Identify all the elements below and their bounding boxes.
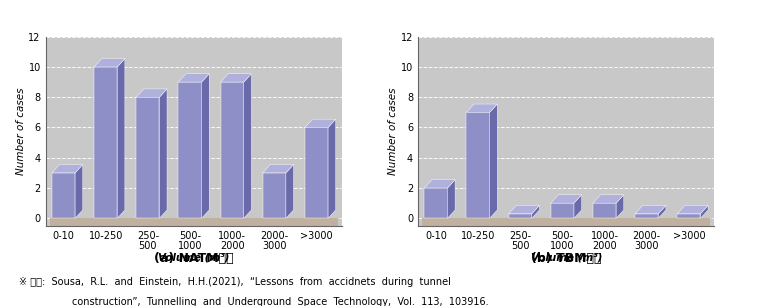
Y-axis label: Number of cases: Number of cases [388,88,398,175]
Polygon shape [220,74,252,82]
Polygon shape [593,195,624,203]
Polygon shape [508,205,540,214]
Polygon shape [532,205,540,218]
Polygon shape [551,203,574,218]
Polygon shape [508,214,532,218]
Polygon shape [424,188,448,218]
Polygon shape [593,203,616,218]
Polygon shape [244,74,252,218]
Polygon shape [220,82,244,218]
Polygon shape [677,214,701,218]
Polygon shape [136,97,160,218]
Polygon shape [658,205,666,218]
Polygon shape [286,165,293,218]
Polygon shape [701,205,708,218]
Polygon shape [305,128,328,218]
Y-axis label: Number of cases: Number of cases [16,88,26,175]
Polygon shape [117,59,125,218]
Polygon shape [75,165,83,218]
X-axis label: Volume (m³): Volume (m³) [158,253,230,263]
Polygon shape [448,180,455,218]
Polygon shape [201,74,209,218]
Polygon shape [574,195,581,218]
Polygon shape [50,218,337,226]
Polygon shape [328,119,336,218]
Polygon shape [551,195,581,203]
Polygon shape [52,165,83,173]
Polygon shape [467,104,497,112]
Polygon shape [467,112,489,218]
Polygon shape [179,82,201,218]
Polygon shape [94,59,125,67]
Text: (b) TBM터널: (b) TBM터널 [531,252,601,265]
Polygon shape [263,173,286,218]
Polygon shape [52,173,75,218]
Polygon shape [305,119,336,128]
Polygon shape [94,67,117,218]
Polygon shape [616,195,624,218]
Text: (a) NATM터널: (a) NATM터널 [154,252,233,265]
Text: construction”,  Tunnelling  and  Underground  Space  Technology,  Vol.  113,  10: construction”, Tunnelling and Undergroun… [72,297,489,306]
Text: ※ 출체:  Sousa,  R.L.  and  Einstein,  H.H.(2021),  “Lessons  from  accidnets  dur: ※ 출체: Sousa, R.L. and Einstein, H.H.(202… [19,277,451,287]
Polygon shape [489,104,497,218]
Polygon shape [179,74,209,82]
Polygon shape [677,205,708,214]
X-axis label: Volume (m³): Volume (m³) [530,253,602,263]
Polygon shape [635,205,666,214]
Polygon shape [424,180,455,188]
Polygon shape [160,89,167,218]
Polygon shape [263,165,293,173]
Polygon shape [635,214,658,218]
Polygon shape [423,218,710,226]
Polygon shape [136,89,167,97]
